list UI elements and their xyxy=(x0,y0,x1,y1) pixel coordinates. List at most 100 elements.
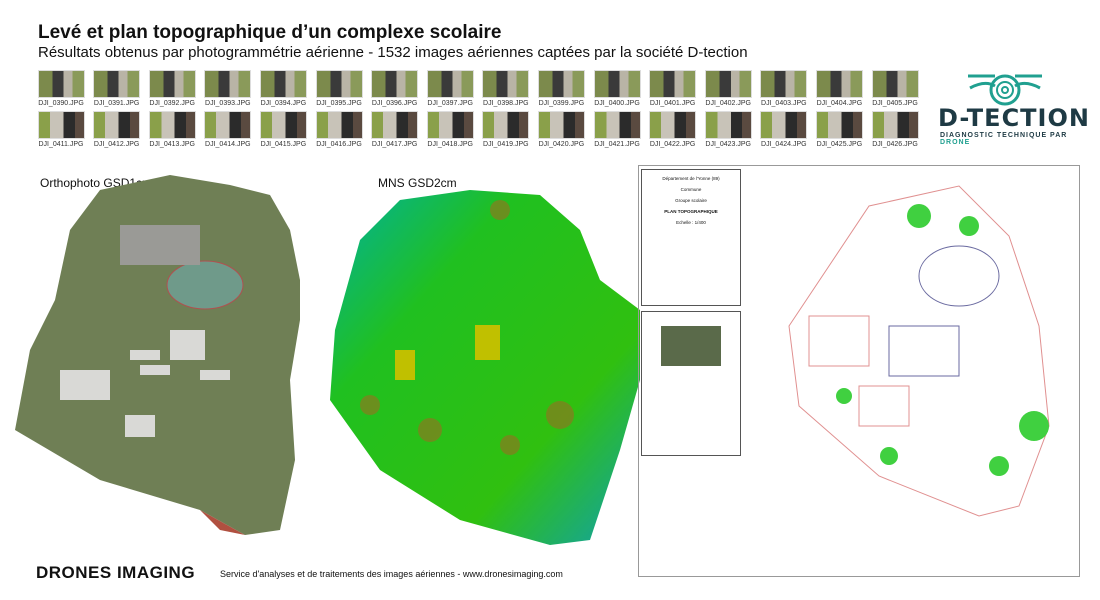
thumbnail-image xyxy=(204,111,252,139)
thumbnail-filename: DJI_0420.JPG xyxy=(538,141,585,148)
thumbnail-filename: DJI_0425.JPG xyxy=(816,141,863,148)
thumbnail-image xyxy=(593,111,641,139)
thumbnail-filename: DJI_0405.JPG xyxy=(872,100,918,107)
thumbnail-image xyxy=(871,111,919,139)
thumbnail-filename: DJI_0402.JPG xyxy=(705,100,751,107)
thumbnail: DJI_0395.JPG xyxy=(314,70,364,107)
thumbnail-image xyxy=(704,70,752,98)
thumbnail: DJI_0391.JPG xyxy=(92,70,142,107)
thumbnail-image xyxy=(426,70,474,98)
thumbnail: DJI_0412.JPG xyxy=(92,111,142,148)
thumbnail-filename: DJI_0418.JPG xyxy=(427,141,473,148)
thumbnail: DJI_0396.JPG xyxy=(370,70,420,107)
thumbnail-image xyxy=(93,111,141,139)
thumbnail-filename: DJI_0392.JPG xyxy=(149,100,195,107)
mns-label: MNS GSD2cm xyxy=(378,176,457,190)
thumbnail-image xyxy=(482,111,530,139)
page-subtitle: Résultats obtenus par photogrammétrie aé… xyxy=(38,44,748,61)
thumbnail-image xyxy=(426,111,474,139)
thumbnail: DJI_0426.JPG xyxy=(870,111,920,148)
page-title: Levé et plan topographique d’un complexe… xyxy=(38,22,502,43)
thumbnail: DJI_0400.JPG xyxy=(592,70,642,107)
thumbnail-filename: DJI_0413.JPG xyxy=(149,141,195,148)
thumbnail-image xyxy=(371,70,419,98)
thumbnail-filename: DJI_0416.JPG xyxy=(316,141,362,148)
thumbnail-filename: DJI_0391.JPG xyxy=(93,100,140,107)
thumbnail: DJI_0416.JPG xyxy=(314,111,364,148)
thumbnail: DJI_0405.JPG xyxy=(870,70,920,107)
dtection-logo: D-TECTION xyxy=(938,104,1090,132)
thumbnail-filename: DJI_0422.JPG xyxy=(649,141,696,148)
thumbnail-filename: DJI_0401.JPG xyxy=(649,100,696,107)
thumbnail: DJI_0413.JPG xyxy=(147,111,197,148)
thumbnail-filename: DJI_0424.JPG xyxy=(761,141,807,148)
plan-legend-box xyxy=(641,311,741,456)
thumbnail-filename: DJI_0398.JPG xyxy=(483,100,529,107)
thumbnail-image xyxy=(37,111,85,139)
location-map xyxy=(661,326,721,366)
thumbnail-image xyxy=(204,70,252,98)
thumbnail-image xyxy=(760,111,808,139)
thumbnail: DJI_0390.JPG xyxy=(36,70,86,107)
thumbnail-image xyxy=(148,70,196,98)
thumbnail-image xyxy=(482,70,530,98)
thumbnail-filename: DJI_0397.JPG xyxy=(427,100,473,107)
thumbnail-image xyxy=(537,70,585,98)
thumbnail-filename: DJI_0390.JPG xyxy=(38,100,84,107)
thumbnail-filename: DJI_0421.JPG xyxy=(594,141,640,148)
thumbnail-filename: DJI_0412.JPG xyxy=(93,141,140,148)
orthophoto-image xyxy=(15,175,300,535)
thumbnail-filename: DJI_0417.JPG xyxy=(371,141,418,148)
thumbnail-image xyxy=(815,70,863,98)
thumbnail: DJI_0403.JPG xyxy=(759,70,809,107)
thumbnail-filename: DJI_0393.JPG xyxy=(205,100,251,107)
thumbnail: DJI_0397.JPG xyxy=(425,70,475,107)
drones-imaging-logo: DRONES IMAGING xyxy=(36,563,196,582)
plan-cartouche: Département de l'Yonne (89) Commune Groupe… xyxy=(641,169,741,306)
thumbnail-filename: DJI_0419.JPG xyxy=(483,141,529,148)
thumbnail: DJI_0399.JPG xyxy=(536,70,586,107)
thumbnail: DJI_0402.JPG xyxy=(703,70,753,107)
thumbnail: DJI_0398.JPG xyxy=(481,70,531,107)
plan-drawing xyxy=(788,185,1050,517)
thumbnail: DJI_0401.JPG xyxy=(648,70,698,107)
thumbnail: DJI_0404.JPG xyxy=(814,70,864,107)
thumbnail-image xyxy=(760,70,808,98)
topographic-plan: Département de l'Yonne (89) Commune Groupe… xyxy=(638,165,1080,577)
thumbnail-filename: DJI_0396.JPG xyxy=(371,100,418,107)
thumbnail-image xyxy=(704,111,752,139)
thumbnail-image xyxy=(148,111,196,139)
thumbnail-filename: DJI_0403.JPG xyxy=(761,100,807,107)
thumbnail-filename: DJI_0399.JPG xyxy=(538,100,585,107)
thumbnail: DJI_0415.JPG xyxy=(258,111,308,148)
thumbnail-filename: DJI_0400.JPG xyxy=(594,100,640,107)
thumbnail-filename: DJI_0395.JPG xyxy=(316,100,362,107)
thumbnail-image xyxy=(259,111,307,139)
thumbnail: DJI_0421.JPG xyxy=(592,111,642,148)
thumbnail-image xyxy=(93,70,141,98)
thumbnail: DJI_0425.JPG xyxy=(814,111,864,148)
thumbnail-image xyxy=(37,70,85,98)
thumbnail: DJI_0394.JPG xyxy=(258,70,308,107)
thumbnail-filename: DJI_0415.JPG xyxy=(260,141,307,148)
thumbnail: DJI_0392.JPG xyxy=(147,70,197,107)
thumbnail-filename: DJI_0426.JPG xyxy=(872,141,918,148)
footer-tagline: Service d'analyses et de traitements des… xyxy=(220,569,563,579)
thumbnail: DJI_0420.JPG xyxy=(536,111,586,148)
thumbnail-filename: DJI_0394.JPG xyxy=(260,100,307,107)
thumbnail: DJI_0414.JPG xyxy=(203,111,253,148)
dtection-tagline: DIAGNOSTIC TECHNIQUE PAR DRONE xyxy=(940,132,1068,146)
thumbnail-filename: DJI_0411.JPG xyxy=(38,141,84,148)
thumbnail: DJI_0419.JPG xyxy=(481,111,531,148)
thumbnail-image xyxy=(815,111,863,139)
thumbnail-image xyxy=(371,111,419,139)
thumbnail: DJI_0417.JPG xyxy=(370,111,420,148)
thumbnail-image xyxy=(315,111,363,139)
thumbnail-filename: DJI_0423.JPG xyxy=(705,141,751,148)
thumbnail-image xyxy=(649,111,697,139)
thumbnail-image xyxy=(537,111,585,139)
thumbnail: DJI_0423.JPG xyxy=(703,111,753,148)
thumbnail: DJI_0411.JPG xyxy=(36,111,86,148)
thumbnail-filename: DJI_0404.JPG xyxy=(816,100,863,107)
thumbnail-image xyxy=(315,70,363,98)
